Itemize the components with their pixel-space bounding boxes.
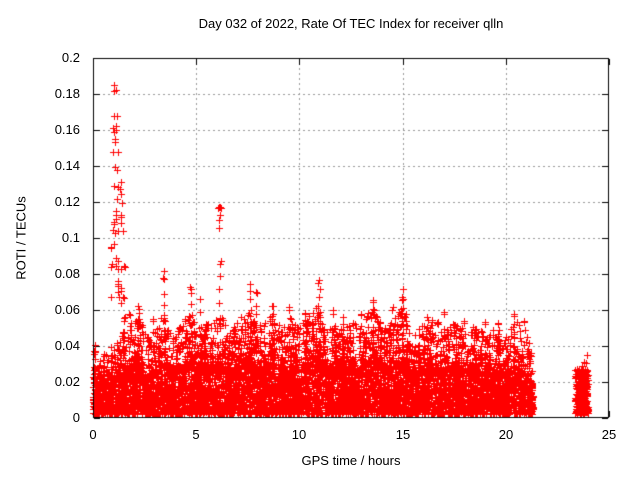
x-tick-label: 0 — [89, 427, 97, 442]
y-tick-label: 0.2 — [61, 50, 80, 65]
y-tick-label: 0.08 — [54, 266, 80, 281]
x-tick-label: 5 — [192, 427, 200, 442]
y-tick-label: 0.04 — [54, 338, 80, 353]
y-tick-label: 0 — [72, 410, 80, 425]
x-axis-label: GPS time / hours — [301, 453, 401, 468]
y-tick-label: 0.12 — [54, 194, 80, 209]
chart-title: Day 032 of 2022, Rate Of TEC Index for r… — [198, 16, 504, 31]
y-tick-label: 0.02 — [54, 374, 80, 389]
x-tick-label: 15 — [395, 427, 411, 442]
y-tick-label: 0.18 — [54, 86, 80, 101]
x-tick-label: 25 — [601, 427, 617, 442]
y-tick-label: 0.16 — [54, 122, 80, 137]
x-tick-label: 10 — [291, 427, 307, 442]
y-tick-label: 0.06 — [54, 302, 80, 317]
y-tick-label: 0.1 — [61, 230, 80, 245]
x-tick-label: 20 — [498, 427, 514, 442]
y-tick-label: 0.14 — [54, 158, 80, 173]
